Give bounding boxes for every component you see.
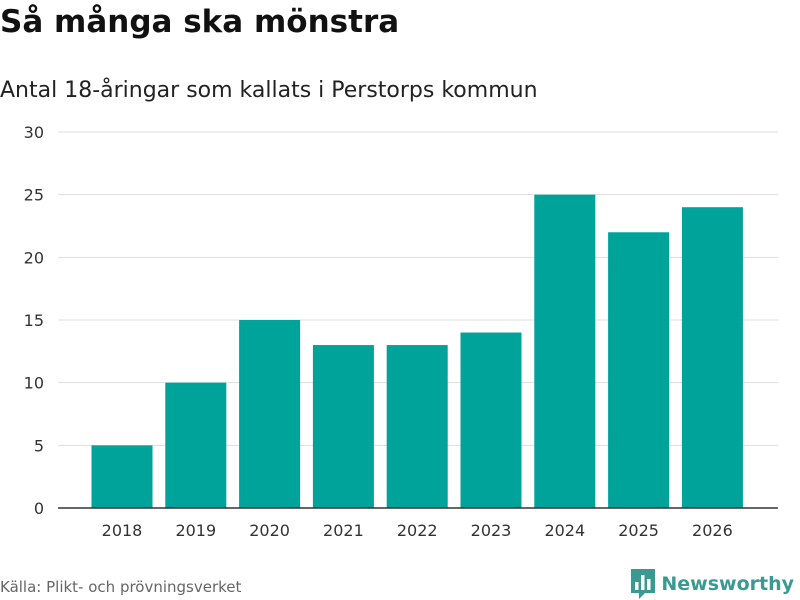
y-tick-label: 0 [34,499,44,518]
x-tick-label: 2023 [471,521,512,540]
brand-logo: Newsworthy [631,568,794,600]
bars [91,194,743,508]
x-tick-label: 2024 [544,521,585,540]
chart-title: Så många ska mönstra [0,4,400,40]
source-note: Källa: Plikt- och prövningsverket [0,578,242,596]
bar-2020 [239,320,301,508]
x-tick-label: 2025 [618,521,659,540]
bar-2018 [91,445,153,508]
bar-2023 [460,332,522,508]
bar-2019 [165,382,227,508]
chart-subtitle: Antal 18-åringar som kallats i Perstorps… [0,78,538,103]
y-tick-label: 5 [34,436,44,455]
x-tick-label: 2021 [323,521,364,540]
bar-2022 [386,345,448,508]
x-tick-label: 2020 [249,521,290,540]
x-tick-label: 2018 [102,521,143,540]
y-tick-label: 10 [24,374,44,393]
newsworthy-bar-chart-icon [631,569,656,599]
y-axis-ticks: 0 5 10 15 20 25 30 [24,123,44,518]
y-tick-label: 20 [24,248,44,267]
y-tick-label: 25 [24,186,44,205]
x-tick-label: 2022 [397,521,438,540]
x-tick-label: 2019 [175,521,216,540]
brand-name: Newsworthy [661,573,794,595]
bar-2025 [608,232,670,508]
bar-2026 [681,207,743,508]
y-tick-label: 30 [24,123,44,142]
bar-2024 [534,194,596,508]
x-tick-label: 2026 [692,521,733,540]
y-tick-label: 15 [24,311,44,330]
bar-2021 [312,345,374,508]
x-axis-ticks: 2018 2019 2020 2021 2022 2023 2024 2025 2026 [102,521,733,540]
